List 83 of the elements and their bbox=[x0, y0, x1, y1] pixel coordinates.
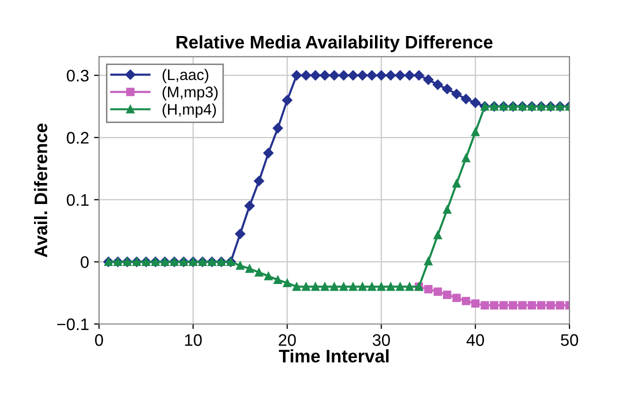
point bbox=[528, 301, 536, 310]
point bbox=[329, 70, 340, 80]
y-tick-label: −0.1 bbox=[57, 318, 89, 330]
x-tick-label: 0 bbox=[95, 334, 104, 346]
point bbox=[263, 148, 274, 158]
point bbox=[395, 70, 406, 80]
point bbox=[368, 282, 376, 291]
point bbox=[471, 128, 480, 136]
x-tick-label: 50 bbox=[560, 334, 578, 346]
point bbox=[490, 301, 498, 310]
point bbox=[340, 282, 348, 291]
point bbox=[470, 98, 481, 108]
point bbox=[424, 285, 433, 294]
point bbox=[358, 282, 367, 291]
point bbox=[518, 301, 527, 310]
point bbox=[508, 301, 518, 310]
point bbox=[357, 70, 368, 80]
point bbox=[546, 301, 555, 310]
y-tick-label: 0.2 bbox=[66, 132, 88, 144]
point bbox=[480, 301, 489, 310]
point bbox=[245, 264, 254, 273]
point bbox=[434, 288, 442, 296]
point bbox=[292, 70, 302, 80]
point bbox=[366, 70, 378, 80]
point bbox=[452, 179, 461, 188]
x-tick-label: 10 bbox=[185, 334, 202, 346]
point bbox=[254, 268, 264, 277]
point bbox=[537, 301, 546, 310]
point bbox=[442, 84, 452, 94]
point bbox=[386, 70, 396, 80]
point bbox=[424, 257, 433, 266]
point bbox=[471, 299, 480, 308]
point bbox=[376, 70, 386, 80]
point bbox=[272, 123, 283, 134]
point bbox=[282, 95, 292, 106]
point bbox=[405, 282, 414, 291]
point bbox=[274, 276, 282, 284]
point bbox=[292, 282, 301, 291]
point bbox=[432, 80, 443, 90]
point bbox=[254, 176, 264, 186]
point bbox=[348, 70, 358, 80]
point bbox=[338, 70, 349, 80]
point bbox=[377, 282, 386, 291]
point bbox=[434, 230, 442, 240]
point bbox=[499, 301, 508, 310]
point bbox=[310, 70, 321, 80]
y-tick-label: 0.1 bbox=[66, 194, 89, 206]
point bbox=[414, 70, 424, 80]
x-tick-label: 30 bbox=[372, 334, 390, 346]
point bbox=[330, 282, 338, 291]
point bbox=[462, 296, 470, 306]
x-axis-title: Time Interval bbox=[278, 349, 389, 363]
x-tick-label: 40 bbox=[466, 334, 484, 346]
point bbox=[396, 282, 404, 291]
point bbox=[443, 205, 452, 214]
legend-label: (M,mp3) bbox=[162, 86, 218, 100]
x-tick-label: 20 bbox=[278, 334, 296, 346]
point bbox=[320, 282, 330, 291]
point bbox=[302, 282, 310, 291]
legend-label: (L,aac) bbox=[162, 68, 208, 84]
point bbox=[320, 70, 330, 80]
point bbox=[462, 154, 470, 162]
point bbox=[235, 228, 246, 239]
point bbox=[300, 70, 312, 80]
point bbox=[386, 282, 395, 291]
point bbox=[311, 282, 320, 291]
point bbox=[264, 272, 273, 280]
point bbox=[244, 200, 255, 212]
point bbox=[404, 70, 415, 80]
point bbox=[423, 74, 434, 85]
point bbox=[556, 301, 564, 310]
chart-title: Relative Media Availability Difference bbox=[176, 35, 493, 52]
y-tick-label: 0 bbox=[80, 256, 89, 268]
point bbox=[348, 282, 358, 291]
legend-label: (H,mp4) bbox=[162, 104, 216, 118]
point bbox=[460, 94, 472, 104]
point bbox=[236, 261, 244, 270]
point bbox=[283, 278, 292, 288]
y-axis-title: Avail. Diference bbox=[34, 124, 48, 258]
point bbox=[452, 294, 461, 302]
y-tick-label: 0.3 bbox=[66, 70, 89, 82]
point bbox=[443, 290, 452, 299]
point bbox=[451, 88, 462, 100]
